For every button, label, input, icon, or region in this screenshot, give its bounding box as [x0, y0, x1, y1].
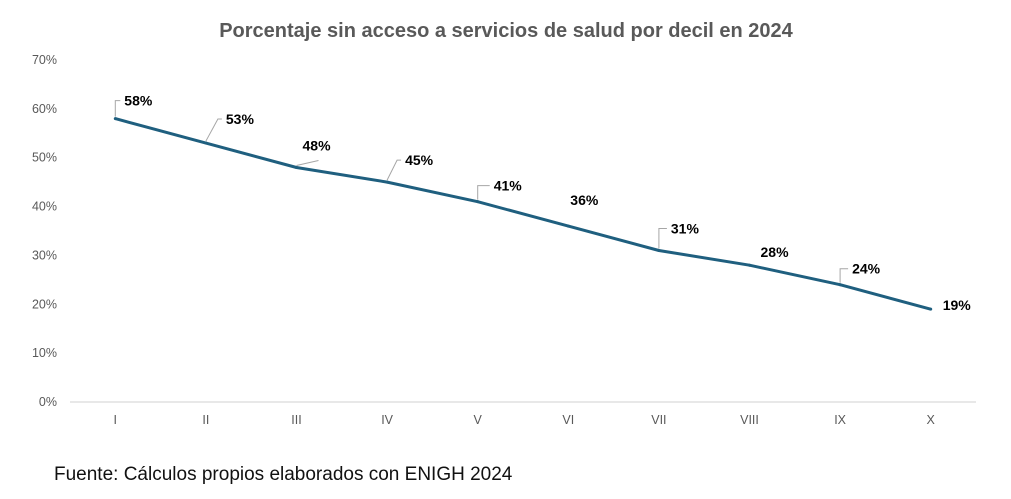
data-labels-group: 58% 53% 48% 45% 41% 36% 31% 28% 24% 19%: [114, 93, 972, 313]
x-tick-label: IX: [834, 413, 846, 427]
data-label: 36%: [570, 192, 599, 208]
y-tick-label: 60%: [32, 102, 57, 116]
data-label: 45%: [405, 152, 434, 168]
x-tick-label: III: [291, 413, 301, 427]
leader-line: [386, 159, 402, 181]
x-tick-label: X: [927, 413, 936, 427]
data-point: [929, 307, 933, 311]
data-point: [113, 117, 117, 121]
data-point: [566, 224, 570, 228]
leader-line: [114, 100, 121, 117]
data-label: 53%: [226, 111, 255, 127]
data-label: 31%: [671, 221, 700, 237]
x-tick-label: VIII: [740, 413, 759, 427]
data-point: [385, 180, 389, 184]
data-label: 58%: [124, 93, 153, 109]
source-note: Fuente: Cálculos propios elaborados con …: [54, 464, 513, 485]
data-label: 48%: [303, 137, 332, 153]
leader-line: [839, 268, 849, 283]
data-point: [204, 141, 208, 145]
leader-line: [658, 228, 667, 249]
leader-line: [296, 159, 319, 166]
data-point: [657, 249, 661, 253]
data-label: 41%: [494, 178, 523, 194]
y-tick-label: 40%: [32, 200, 57, 214]
data-point: [295, 165, 298, 169]
x-axis: I II III IV V VI VII VIII IX X: [114, 413, 936, 427]
y-tick-label: 0%: [39, 395, 57, 409]
y-tick-label: 10%: [32, 346, 57, 360]
series-group: [113, 117, 933, 311]
y-tick-label: 50%: [32, 151, 57, 165]
x-tick-label: V: [474, 413, 483, 427]
x-tick-label: VI: [562, 413, 574, 427]
x-tick-label: VII: [651, 413, 666, 427]
leader-line: [477, 185, 490, 200]
data-point: [748, 263, 751, 267]
data-point: [838, 283, 842, 287]
x-tick-label: IV: [381, 413, 393, 427]
y-axis: 0% 10% 20% 30% 40% 50% 60% 70%: [32, 53, 57, 409]
x-tick-label: II: [202, 413, 209, 427]
data-label: 28%: [761, 244, 790, 260]
data-label: 19%: [943, 297, 972, 313]
leader-line: [205, 118, 222, 142]
y-tick-label: 70%: [32, 53, 57, 67]
x-tick-label: I: [114, 413, 117, 427]
chart-title: Porcentaje sin acceso a servicios de sal…: [219, 20, 793, 42]
y-tick-label: 30%: [32, 248, 57, 262]
y-tick-label: 20%: [32, 297, 57, 311]
data-label: 24%: [852, 261, 881, 277]
series-line: [114, 117, 932, 311]
data-point: [476, 200, 480, 204]
